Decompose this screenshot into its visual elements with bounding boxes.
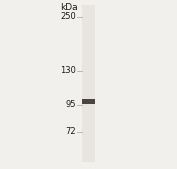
Text: 72: 72 <box>65 127 76 136</box>
Text: 250: 250 <box>60 12 76 21</box>
Bar <box>82 99 95 103</box>
Text: kDa: kDa <box>60 3 78 12</box>
Bar <box>82 5 95 162</box>
Text: 95: 95 <box>66 100 76 109</box>
Text: 130: 130 <box>60 66 76 76</box>
